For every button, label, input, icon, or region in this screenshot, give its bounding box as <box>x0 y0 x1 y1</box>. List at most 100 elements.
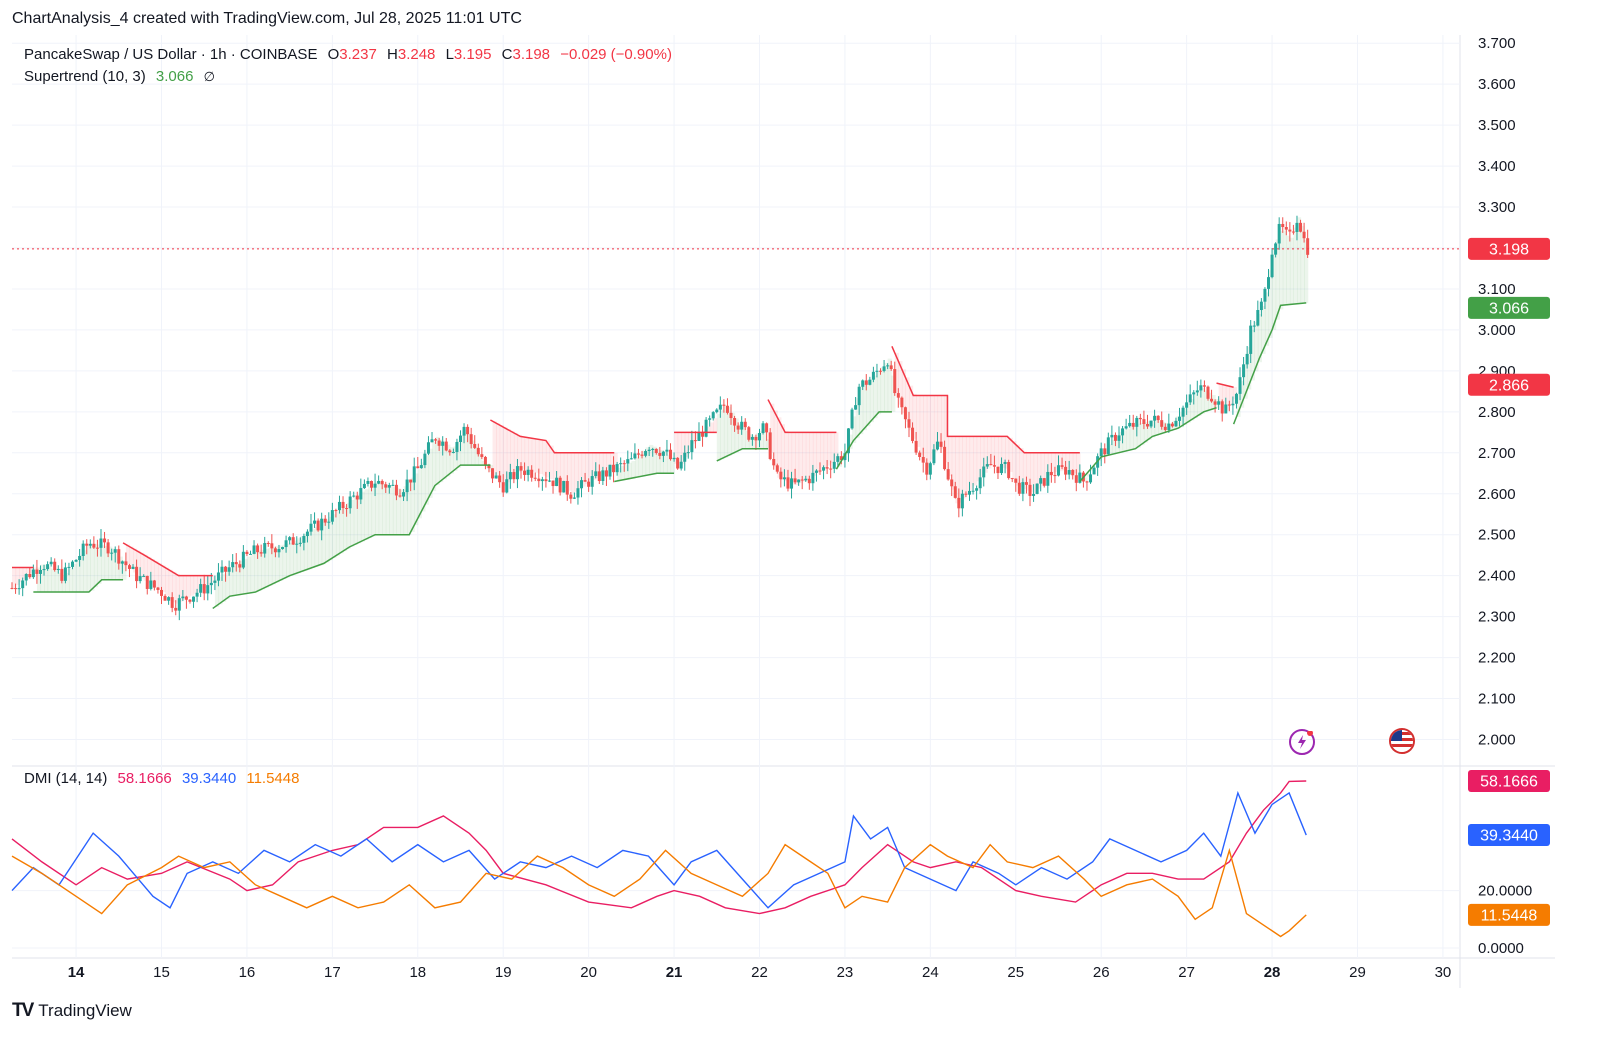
candle-body <box>686 452 690 454</box>
supertrend-fill <box>1300 226 1305 304</box>
candle-body <box>992 465 996 467</box>
candle-body <box>836 456 840 462</box>
candle-body <box>434 439 438 441</box>
candle-body <box>590 476 594 487</box>
candle-body <box>24 574 28 581</box>
candle-body <box>676 457 680 469</box>
lightning-icon[interactable] <box>1289 729 1315 755</box>
supertrend-fill <box>1097 458 1102 461</box>
symbol-legend[interactable]: PancakeSwap / US Dollar · 1h · COINBASE … <box>24 46 678 63</box>
candle-body <box>1163 426 1167 430</box>
candle-body <box>38 569 42 574</box>
candle-body <box>248 553 252 555</box>
candle-body <box>170 597 174 608</box>
price-label-layer: 3.198 3.066 2.866 58.1666 39.3440 11.5448 <box>1468 237 1550 926</box>
candle-body <box>1174 420 1178 427</box>
price-scale-label: 3.198 <box>1468 237 1550 260</box>
candle-body <box>1245 353 1249 365</box>
supertrend-fill <box>980 436 985 478</box>
candle-body <box>377 480 381 484</box>
candle-body <box>1266 277 1270 289</box>
candle-body <box>921 456 925 463</box>
supertrend-fill <box>1207 392 1213 411</box>
candle-body <box>1017 482 1021 494</box>
candle-body <box>754 436 758 441</box>
supertrend-fill <box>268 548 273 586</box>
supertrend-fill <box>1229 386 1234 406</box>
supertrend-fill <box>165 567 170 596</box>
supertrend-fill <box>638 454 643 477</box>
supertrend-fill <box>40 564 45 593</box>
candle-body <box>1249 325 1253 354</box>
supertrend-fill <box>1001 436 1006 468</box>
dmi-legend[interactable]: DMI (14, 14) 58.1666 39.3440 11.5448 <box>24 770 305 787</box>
candle-body <box>530 469 534 478</box>
candle-body <box>295 543 299 545</box>
supertrend-fill <box>79 554 84 593</box>
candle-body <box>163 595 167 601</box>
candle-body <box>533 477 537 479</box>
supertrend-fill <box>659 450 664 474</box>
candle-body <box>576 488 580 498</box>
supertrend-fill <box>104 545 109 580</box>
candle-body <box>875 370 879 372</box>
supertrend-fill <box>243 558 248 594</box>
supertrend-fill <box>467 433 472 466</box>
supertrend-fill <box>61 574 66 593</box>
supertrend-fill <box>1243 364 1248 399</box>
supertrend-fill <box>375 481 380 535</box>
supertrend-fill <box>812 432 818 476</box>
supertrend-fill <box>723 405 729 458</box>
candle-body <box>1106 437 1110 455</box>
us-flag-icon[interactable] <box>1389 728 1415 754</box>
price-scale-label-bg <box>1468 296 1550 319</box>
supertrend-legend[interactable]: Supertrend (10, 3) 3.066 ∅ <box>24 68 221 85</box>
candle-body <box>1007 462 1011 479</box>
supertrend-fill <box>150 559 155 586</box>
supertrend-fill <box>1072 452 1077 474</box>
candle-body <box>63 567 67 581</box>
supertrend-fill <box>894 352 899 393</box>
hide-indicator-icon[interactable]: ∅ <box>203 69 215 84</box>
candle-body <box>1238 377 1242 394</box>
dmi-scale-label-bg <box>1468 770 1550 793</box>
supertrend-fill <box>606 452 611 473</box>
price-tick-label: 2.500 <box>1478 527 1516 544</box>
candle-body <box>1131 422 1135 427</box>
supertrend-fill <box>1154 420 1159 436</box>
supertrend-fill <box>1037 452 1042 489</box>
dmi-label: DMI (14, 14) <box>24 770 108 787</box>
dmi-scale-label-text: 39.3440 <box>1480 828 1538 845</box>
supertrend-fill <box>731 412 736 455</box>
tradingview-logo[interactable]: TV TradingView <box>12 1000 132 1022</box>
candle-body <box>718 404 722 410</box>
candle-body <box>547 480 551 482</box>
supertrend-fill <box>1008 437 1013 472</box>
candle-body <box>483 456 487 465</box>
candle-body <box>1259 301 1263 311</box>
supertrend-fill <box>1136 423 1141 448</box>
time-tick-label: 29 <box>1349 964 1366 981</box>
supertrend-fill <box>884 362 889 412</box>
candle-body <box>1153 415 1157 421</box>
candle-body <box>67 566 71 568</box>
supertrend-fill <box>773 410 778 467</box>
candle-body <box>1142 419 1146 424</box>
candle-body <box>626 459 630 464</box>
candle-body <box>889 365 893 370</box>
candle-body <box>622 463 626 465</box>
supertrend-fill <box>12 567 17 588</box>
candle-body <box>391 484 395 486</box>
supertrend-fill <box>115 552 120 580</box>
supertrend-fill <box>428 448 433 498</box>
supertrend-fill <box>51 568 56 593</box>
supertrend-fill <box>432 441 437 492</box>
candle-body <box>451 451 455 453</box>
candle-body <box>81 543 85 557</box>
candle-body <box>654 448 658 453</box>
supertrend-fill <box>446 444 451 477</box>
price-scale-label: 3.066 <box>1468 296 1550 319</box>
candle-body <box>298 542 302 544</box>
supertrend-fill <box>613 452 618 470</box>
